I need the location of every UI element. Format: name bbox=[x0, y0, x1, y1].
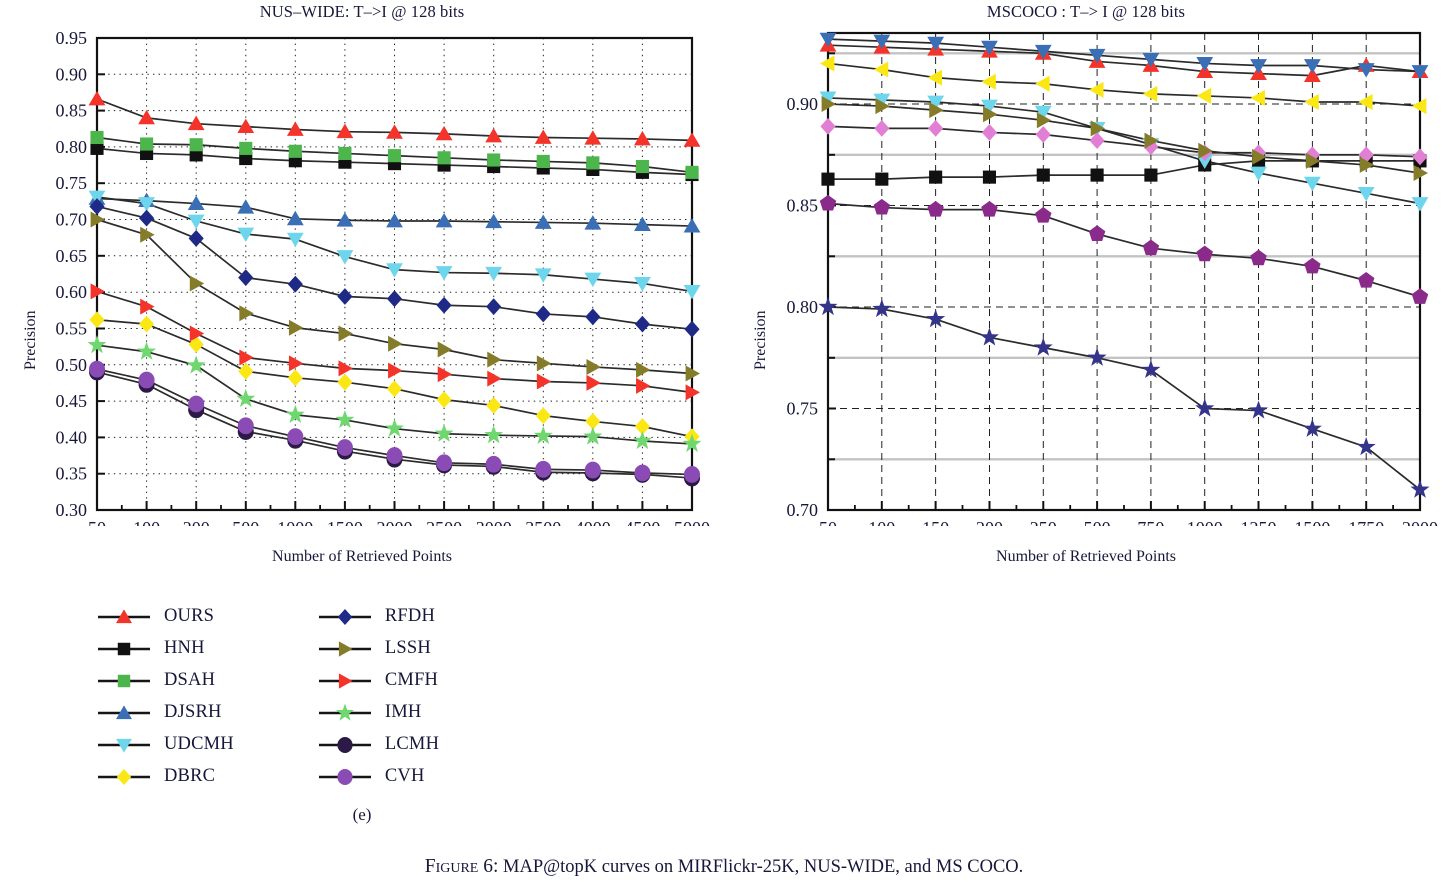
svg-text:0.85: 0.85 bbox=[787, 196, 819, 216]
svg-text:0.55: 0.55 bbox=[56, 319, 88, 339]
chart-title-mscoco: MSCOCO : T–> I @ 128 bits bbox=[986, 2, 1186, 21]
plot-area-nus-wide: 0.30 0.35 0.40 0.45 0.50 0.55 0.60 0.65 0.70 0.75… bbox=[0, 26, 724, 526]
figure-caption-text: MAP@topK curves on MIRFlickr-25K, NUS-WI… bbox=[503, 857, 1024, 877]
svg-text:0.75: 0.75 bbox=[787, 399, 819, 419]
chart-panel-mscoco: MSCOCO : T–> I @ 128 bits 0.70 0.75 0.80 0.… bbox=[724, 0, 1448, 830]
svg-text:1500: 1500 bbox=[1294, 518, 1330, 526]
svg-text:0.90: 0.90 bbox=[787, 94, 819, 114]
legend-label: DBRC bbox=[164, 765, 216, 786]
svg-text:2500: 2500 bbox=[426, 518, 462, 526]
y-axis-label-mscoco: Precision bbox=[752, 310, 769, 370]
svg-text:0.85: 0.85 bbox=[56, 101, 88, 121]
diamond-icon bbox=[97, 767, 151, 785]
chart-panel-nus-wide: NUS–WIDE: T–>I @ 128 bits 0.30 0.35 0.40 0.… bbox=[0, 0, 724, 830]
legend-item-cmfh[interactable]: CMFH bbox=[318, 664, 439, 696]
svg-text:4500: 4500 bbox=[624, 518, 660, 526]
svg-text:0.30: 0.30 bbox=[56, 500, 88, 520]
svg-text:50: 50 bbox=[819, 518, 837, 526]
plot-area-mscoco: 0.70 0.75 0.80 0.85 0.90 50 100 150 200 250 500 750… bbox=[724, 26, 1448, 526]
legend-label: DSAH bbox=[164, 669, 216, 690]
x-axis-label-nus-wide: Number of Retrieved Points bbox=[272, 548, 452, 565]
legend-item-lssh[interactable]: LSSH bbox=[318, 632, 439, 664]
legend-label: OURS bbox=[164, 605, 215, 626]
svg-text:200: 200 bbox=[183, 518, 210, 526]
svg-text:750: 750 bbox=[1137, 518, 1164, 526]
svg-text:5000: 5000 bbox=[674, 518, 710, 526]
svg-text:0.50: 0.50 bbox=[56, 355, 88, 375]
svg-text:1250: 1250 bbox=[1241, 518, 1277, 526]
triangle-up-icon bbox=[97, 703, 151, 721]
x-axis-label-mscoco: Number of Retrieved Points bbox=[996, 548, 1176, 565]
square-icon bbox=[97, 671, 151, 689]
circle-icon bbox=[318, 735, 372, 753]
svg-text:0.75: 0.75 bbox=[56, 173, 88, 193]
svg-text:200: 200 bbox=[976, 518, 1003, 526]
chart-title-nus-wide: NUS–WIDE: T–>I @ 128 bits bbox=[259, 2, 465, 21]
figure-caption: Figure 6: MAP@topK curves on MIRFlickr-2… bbox=[0, 856, 1448, 878]
svg-text:250: 250 bbox=[1030, 518, 1057, 526]
svg-text:0.70: 0.70 bbox=[787, 500, 819, 520]
svg-text:100: 100 bbox=[133, 518, 160, 526]
legend-item-hnh[interactable]: HNH bbox=[97, 632, 234, 664]
subcaption-e: (e) bbox=[352, 805, 372, 824]
legend-label: CVH bbox=[384, 765, 425, 786]
svg-text:500: 500 bbox=[1084, 518, 1111, 526]
svg-text:100: 100 bbox=[868, 518, 895, 526]
svg-text:4000: 4000 bbox=[575, 518, 611, 526]
legend-item-djsrh[interactable]: DJSRH bbox=[97, 696, 234, 728]
svg-text:2000: 2000 bbox=[1402, 518, 1438, 526]
svg-text:2000: 2000 bbox=[377, 518, 413, 526]
svg-text:0.80: 0.80 bbox=[787, 297, 819, 317]
line-chart-mscoco: 0.70 0.75 0.80 0.85 0.90 50 100 150 200 250 500 750… bbox=[787, 31, 1438, 526]
legend-label: UDCMH bbox=[164, 733, 234, 754]
svg-text:1500: 1500 bbox=[327, 518, 363, 526]
y-axis-label-nus-wide: Precision bbox=[22, 310, 39, 370]
legend-label: CMFH bbox=[384, 669, 439, 690]
svg-text:500: 500 bbox=[232, 518, 259, 526]
triangle-right-icon bbox=[318, 671, 372, 689]
svg-text:1000: 1000 bbox=[1187, 518, 1223, 526]
star-icon bbox=[318, 703, 372, 721]
legend-label: LSSH bbox=[384, 637, 431, 658]
legend-item-ours[interactable]: OURS bbox=[97, 600, 234, 632]
svg-text:1750: 1750 bbox=[1348, 518, 1384, 526]
triangle-down-icon bbox=[97, 735, 151, 753]
svg-text:3000: 3000 bbox=[476, 518, 512, 526]
svg-text:3500: 3500 bbox=[525, 518, 561, 526]
svg-text:150: 150 bbox=[922, 518, 949, 526]
legend-item-imh[interactable]: IMH bbox=[318, 696, 439, 728]
figure-caption-prefix: Figure 6: bbox=[424, 856, 499, 877]
legend-item-lcmh[interactable]: LCMH bbox=[318, 728, 439, 760]
svg-text:0.40: 0.40 bbox=[56, 427, 88, 447]
svg-text:0.95: 0.95 bbox=[56, 28, 88, 48]
legend-item-udcmh[interactable]: UDCMH bbox=[97, 728, 234, 760]
legend-item-dsah[interactable]: DSAH bbox=[97, 664, 234, 696]
svg-text:0.45: 0.45 bbox=[56, 391, 88, 411]
svg-text:0.65: 0.65 bbox=[56, 246, 88, 266]
legend-label: DJSRH bbox=[164, 701, 222, 722]
triangle-right-icon bbox=[318, 639, 372, 657]
legend-nus-wide: OURS RFDH HNH LSSH DSAH CMFH DJSRH IMH UDCMH LCMH… bbox=[97, 600, 439, 792]
svg-text:1000: 1000 bbox=[277, 518, 313, 526]
legend-label: IMH bbox=[384, 701, 422, 722]
svg-text:0.35: 0.35 bbox=[56, 464, 88, 484]
triangle-up-icon bbox=[97, 607, 151, 625]
legend-item-rfdh[interactable]: RFDH bbox=[318, 600, 439, 632]
legend-label: RFDH bbox=[384, 605, 436, 626]
svg-text:0.70: 0.70 bbox=[56, 210, 88, 230]
legend-label: HNH bbox=[164, 637, 205, 658]
legend-label: LCMH bbox=[384, 733, 440, 754]
svg-text:0.80: 0.80 bbox=[56, 137, 88, 157]
legend-item-cvh[interactable]: CVH bbox=[318, 760, 439, 792]
line-chart-nus-wide: 0.30 0.35 0.40 0.45 0.50 0.55 0.60 0.65 0.70 0.75… bbox=[56, 28, 711, 526]
square-icon bbox=[97, 639, 151, 657]
circle-icon bbox=[318, 767, 372, 785]
legend-item-dbrc[interactable]: DBRC bbox=[97, 760, 234, 792]
svg-text:0.60: 0.60 bbox=[56, 282, 88, 302]
svg-text:50: 50 bbox=[88, 518, 106, 526]
svg-text:0.90: 0.90 bbox=[56, 64, 88, 84]
diamond-icon bbox=[318, 607, 372, 625]
